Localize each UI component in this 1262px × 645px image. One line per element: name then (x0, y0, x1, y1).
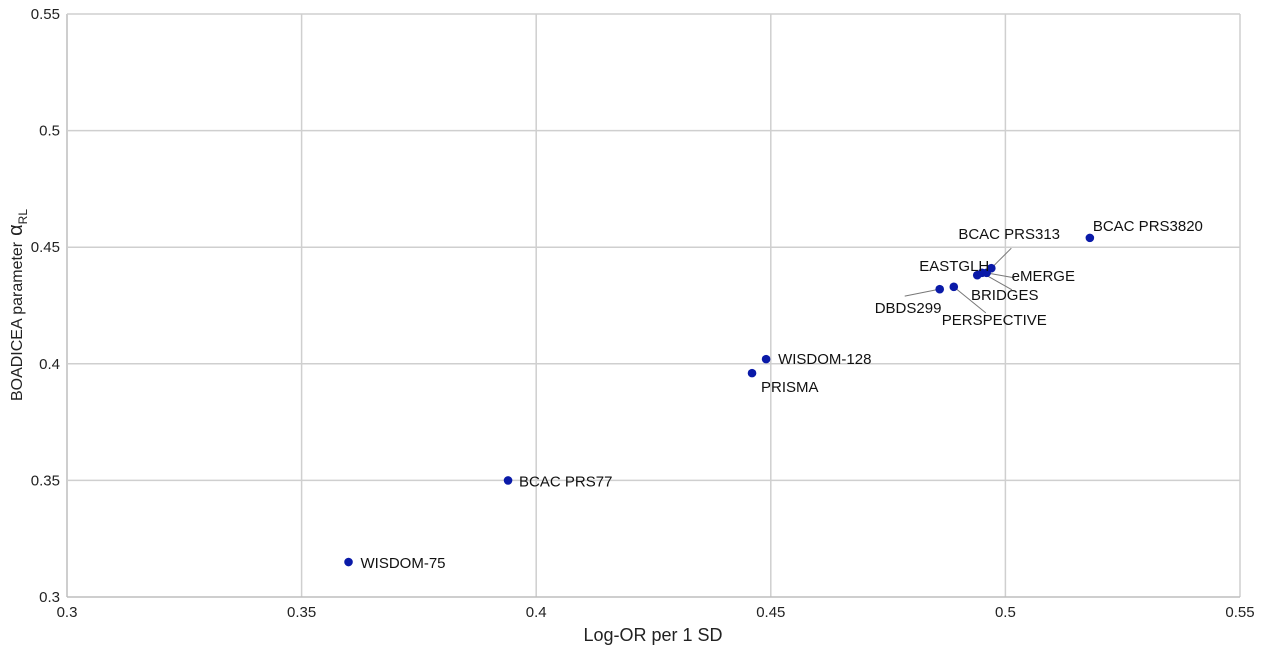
data-point (344, 557, 353, 567)
point-label: PRISMA (761, 379, 819, 396)
point-label: eMERGE (1012, 268, 1075, 285)
y-tick-label: 0.5 (39, 123, 60, 140)
y-tick-label: 0.45 (31, 239, 60, 256)
y-axis-label-text: BOADICEA parameter (9, 241, 26, 401)
leader-line (990, 247, 1012, 269)
point-label: EASTGLH (919, 258, 989, 275)
x-tick-label: 0.35 (287, 604, 316, 621)
y-tick-label: 0.55 (31, 6, 60, 23)
point-label: WISDOM-128 (778, 351, 871, 368)
data-point (1085, 233, 1095, 243)
data-points (344, 233, 1095, 567)
x-tick-label: 0.55 (1225, 604, 1254, 621)
point-label: BCAC PRS3820 (1093, 218, 1203, 235)
y-tick-label: 0.35 (31, 472, 60, 489)
leader-line (986, 272, 1015, 279)
leader-line (953, 286, 987, 314)
y-axis-label: BOADICEA parameter αRL (5, 209, 30, 401)
y-tick-label: 0.4 (39, 356, 60, 373)
data-point (747, 368, 757, 378)
y-axis-ticks: 0.3 0.35 0.4 0.45 0.5 0.55 (31, 6, 60, 606)
point-label: BCAC PRS77 (519, 473, 612, 490)
label-leaders (904, 247, 1015, 314)
x-axis-label: Log-OR per 1 SD (583, 625, 722, 645)
point-labels: WISDOM-75 BCAC PRS77 PRISMA WISDOM-128 DBDS2… (361, 218, 1203, 572)
data-point (761, 354, 771, 364)
data-point (949, 282, 959, 292)
data-point (987, 263, 996, 273)
y-axis-label-symbol: α (5, 224, 27, 236)
point-label: PERSPECTIVE (942, 312, 1047, 329)
point-label: WISDOM-75 (361, 555, 446, 572)
x-axis-ticks: 0.3 0.35 0.4 0.45 0.5 0.55 (57, 604, 1255, 621)
x-tick-label: 0.3 (57, 604, 78, 621)
y-tick-label: 0.3 (39, 589, 60, 606)
point-label: DBDS299 (875, 300, 942, 317)
x-tick-label: 0.5 (995, 604, 1016, 621)
x-tick-label: 0.45 (756, 604, 785, 621)
point-label: BCAC PRS313 (958, 226, 1060, 243)
grid (66, 13, 1241, 598)
x-tick-label: 0.4 (526, 604, 547, 621)
leader-line (904, 288, 940, 297)
point-label: BRIDGES (971, 287, 1039, 304)
data-point (935, 284, 945, 294)
y-axis-label-subscript: RL (16, 209, 30, 225)
data-point (503, 476, 513, 485)
